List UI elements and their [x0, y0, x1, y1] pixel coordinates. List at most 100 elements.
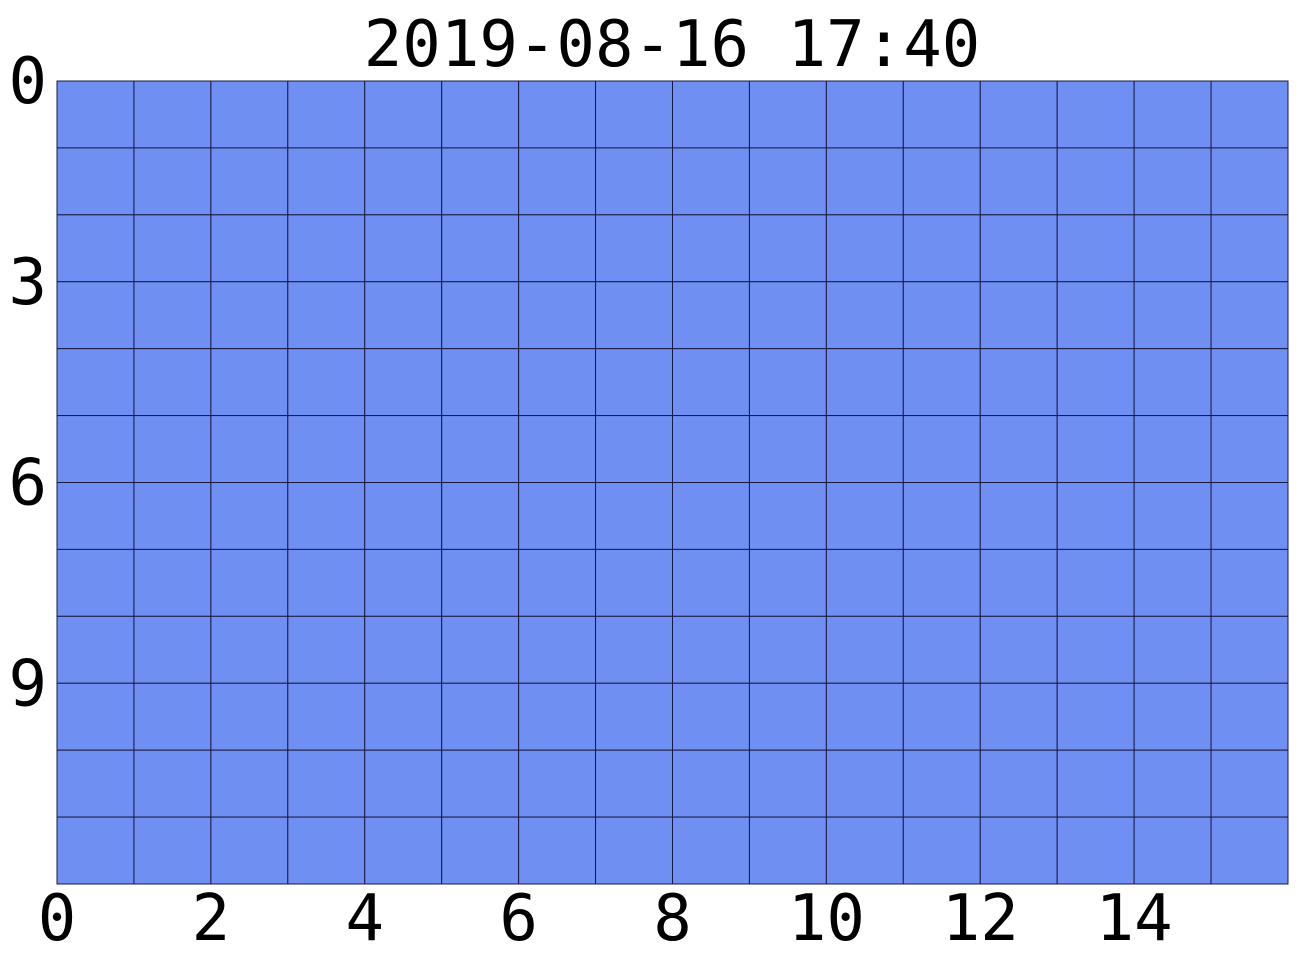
heatmap-cell — [287, 348, 366, 417]
heatmap-cell — [210, 415, 289, 484]
heatmap-cell — [1210, 348, 1289, 417]
heatmap-cell — [902, 749, 981, 818]
heatmap-cell — [518, 749, 597, 818]
heatmap-cell — [518, 147, 597, 216]
heatmap-cell — [210, 214, 289, 283]
heatmap-cell — [1056, 80, 1135, 149]
heatmap-cell — [902, 281, 981, 350]
heatmap-cell — [672, 682, 750, 751]
heatmap-cell — [133, 816, 212, 885]
y-tick-label: 0 — [8, 45, 47, 119]
heatmap-cell — [518, 615, 597, 684]
heatmap-cell — [518, 415, 597, 484]
y-tick-label: 3 — [8, 246, 47, 320]
heatmap-cell — [441, 749, 520, 818]
heatmap-cell — [518, 682, 597, 751]
heatmap-cell — [210, 348, 289, 417]
heatmap-cell — [287, 816, 366, 885]
heatmap-cell — [1210, 214, 1289, 283]
heatmap-cell — [56, 749, 135, 818]
heatmap-cell — [825, 548, 904, 617]
heatmap-cell — [595, 615, 673, 684]
heatmap-cell — [595, 214, 673, 283]
x-tick-label: 14 — [1096, 882, 1173, 956]
heatmap-cell — [825, 415, 904, 484]
heatmap-cell — [441, 682, 520, 751]
heatmap-cell — [1210, 548, 1289, 617]
chart-title: 2019-08-16 17:40 — [364, 8, 981, 82]
y-tick-label: 9 — [8, 647, 47, 721]
heatmap-cell — [1133, 682, 1212, 751]
heatmap-cell — [979, 615, 1058, 684]
heatmap-cell — [748, 749, 827, 818]
heatmap-cell — [56, 147, 135, 216]
heatmap-cell — [441, 214, 520, 283]
heatmap-cell — [364, 482, 443, 550]
heatmap-cell — [1210, 415, 1289, 484]
heatmap-cell — [133, 348, 212, 417]
heatmap-cell — [902, 348, 981, 417]
heatmap-cell — [364, 214, 443, 283]
heatmap-cell — [287, 214, 366, 283]
heatmap-cell — [364, 615, 443, 684]
heatmap-cell — [595, 348, 673, 417]
heatmap-cell — [595, 147, 673, 216]
heatmap-cell — [979, 214, 1058, 283]
heatmap-cell — [825, 281, 904, 350]
heatmap-cell — [56, 816, 135, 885]
heatmap-cell — [518, 80, 597, 149]
heatmap-cells — [56, 80, 1289, 885]
heatmap-cell — [133, 80, 212, 149]
heatmap-cell — [825, 80, 904, 149]
heatmap-cell — [748, 816, 827, 885]
heatmap-cell — [518, 281, 597, 350]
heatmap-cell — [1210, 682, 1289, 751]
y-tick-label: 6 — [8, 447, 47, 521]
heatmap-cell — [133, 415, 212, 484]
heatmap-cell — [902, 80, 981, 149]
heatmap-cell — [56, 682, 135, 751]
heatmap-cell — [672, 348, 750, 417]
heatmap-cell — [518, 548, 597, 617]
y-axis-ticks: 0 3 6 9 — [8, 45, 47, 721]
x-tick-label: 2 — [192, 882, 231, 956]
heatmap-cell — [133, 482, 212, 550]
heatmap-cell — [133, 615, 212, 684]
heatmap-cell — [56, 482, 135, 550]
heatmap-cell — [595, 482, 673, 550]
heatmap-cell — [1056, 348, 1135, 417]
heatmap-cell — [1210, 147, 1289, 216]
heatmap-cell — [441, 348, 520, 417]
heatmap-cell — [1133, 548, 1212, 617]
heatmap-cell — [287, 749, 366, 818]
heatmap-cell — [133, 214, 212, 283]
heatmap-cell — [825, 214, 904, 283]
heatmap-cell — [210, 147, 289, 216]
heatmap-cell — [1056, 682, 1135, 751]
heatmap-cell — [364, 816, 443, 885]
heatmap-cell — [1133, 281, 1212, 350]
heatmap-cell — [1056, 548, 1135, 617]
heatmap-cell — [902, 415, 981, 484]
heatmap-cell — [672, 548, 750, 617]
heatmap-cell — [210, 816, 289, 885]
heatmap-cell — [133, 548, 212, 617]
heatmap-cell — [979, 348, 1058, 417]
heatmap-cell — [56, 214, 135, 283]
heatmap-cell — [1056, 816, 1135, 885]
heatmap-cell — [210, 80, 289, 149]
heatmap-cell — [672, 816, 750, 885]
heatmap-cell — [902, 548, 981, 617]
heatmap-cell — [672, 415, 750, 484]
heatmap-cell — [441, 415, 520, 484]
heatmap-cell — [518, 348, 597, 417]
heatmap-cell — [56, 281, 135, 350]
heatmap-cell — [672, 214, 750, 283]
heatmap-cell — [748, 548, 827, 617]
heatmap-cell — [979, 682, 1058, 751]
x-tick-label: 0 — [38, 882, 77, 956]
heatmap-cell — [595, 80, 673, 149]
heatmap-cell — [902, 482, 981, 550]
heatmap-cell — [748, 415, 827, 484]
